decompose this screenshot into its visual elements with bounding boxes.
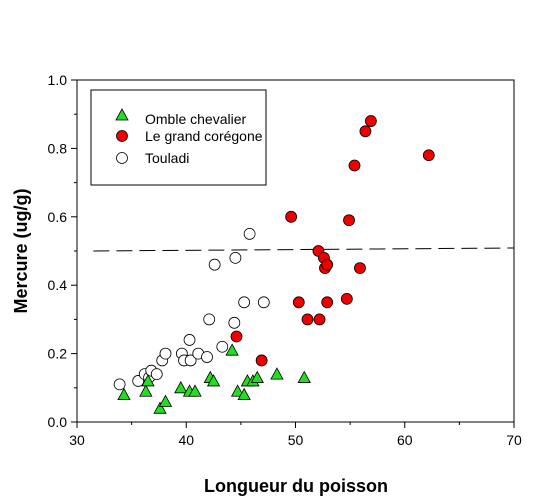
y-tick-label: 0.8 (48, 140, 68, 156)
y-axis-title: Mercure (ug/g) (11, 188, 31, 313)
data-point-grand-coregone (230, 330, 243, 343)
data-point-touladi (229, 251, 242, 264)
data-point-touladi (183, 334, 196, 346)
legend-label-touladi: Touladi (145, 150, 189, 166)
data-point-touladi (243, 227, 256, 240)
data-point-omble-chevalier (117, 387, 131, 401)
legend-item-grand-coregone: Le grand corégone (116, 128, 263, 144)
data-point-touladi (150, 368, 163, 381)
data-point-grand-coregone (354, 262, 366, 275)
data-point-omble-chevalier (141, 374, 155, 387)
y-tick-label: 0.0 (48, 414, 68, 430)
data-point-touladi (113, 378, 126, 391)
data-point-omble-chevalier (230, 384, 245, 397)
data-point-omble-chevalier (158, 394, 173, 407)
y-tick-label: 0.2 (48, 346, 68, 362)
data-point-omble-chevalier (270, 367, 284, 380)
legend-label-grand-coregone: Le grand corégone (145, 128, 263, 144)
data-point-omble-chevalier (225, 343, 239, 356)
x-tick-label: 40 (178, 432, 194, 448)
data-point-grand-coregone (340, 292, 353, 305)
data-point-omble-chevalier (188, 384, 202, 397)
points-layer (113, 115, 435, 414)
legend-marker-open-circle (116, 152, 128, 164)
reference-line (93, 247, 515, 252)
data-point-grand-coregone (359, 125, 372, 138)
data-point-grand-coregone (364, 115, 377, 127)
data-point-touladi (208, 258, 221, 271)
y-tick-label: 0.4 (48, 277, 68, 293)
legend-item-omble-chevalier: Omble chevalier (115, 108, 246, 127)
data-point-grand-coregone (321, 296, 334, 309)
data-point-omble-chevalier (206, 374, 221, 387)
data-point-grand-coregone (348, 159, 361, 172)
legend-marker-triangle (115, 108, 129, 121)
legend: Omble chevalier Le grand corégone Toulad… (90, 89, 267, 186)
x-tick-label: 60 (397, 432, 413, 448)
data-point-touladi (159, 347, 172, 360)
x-axis-title: Longueur du poisson (204, 476, 388, 496)
data-point-touladi (257, 296, 270, 309)
legend-item-touladi: Touladi (116, 150, 189, 166)
reference-line-layer (93, 247, 515, 252)
data-point-touladi (228, 316, 241, 329)
data-point-omble-chevalier (297, 370, 311, 383)
ticks-layer: 30 40 50 60 70 0.0 0.2 0.4 0.6 0.8 1.0 (48, 72, 522, 448)
data-point-omble-chevalier (139, 384, 153, 397)
data-point-touladi (238, 296, 251, 309)
data-point-grand-coregone (285, 210, 298, 223)
data-point-omble-chevalier (237, 387, 251, 401)
data-point-grand-coregone (321, 258, 334, 271)
data-point-grand-coregone (301, 313, 314, 326)
data-point-touladi (203, 313, 216, 326)
x-tick-label: 30 (69, 432, 85, 448)
data-point-touladi (216, 340, 229, 353)
data-point-omble-chevalier (153, 401, 167, 414)
data-point-omble-chevalier (174, 380, 188, 394)
data-point-omble-chevalier (250, 370, 264, 383)
data-point-grand-coregone (422, 149, 435, 162)
data-point-touladi (184, 354, 197, 367)
y-tick-label: 0.6 (48, 209, 68, 225)
legend-marker-red-circle (116, 130, 128, 142)
legend-label-omble-chevalier: Omble chevalier (145, 111, 246, 127)
x-tick-label: 70 (506, 432, 522, 448)
data-point-grand-coregone (255, 354, 268, 367)
data-point-grand-coregone (292, 296, 305, 309)
x-tick-label: 50 (288, 432, 304, 448)
y-tick-label: 1.0 (48, 72, 68, 88)
data-point-grand-coregone (313, 313, 326, 326)
data-point-touladi (201, 351, 213, 363)
data-point-grand-coregone (343, 214, 355, 227)
